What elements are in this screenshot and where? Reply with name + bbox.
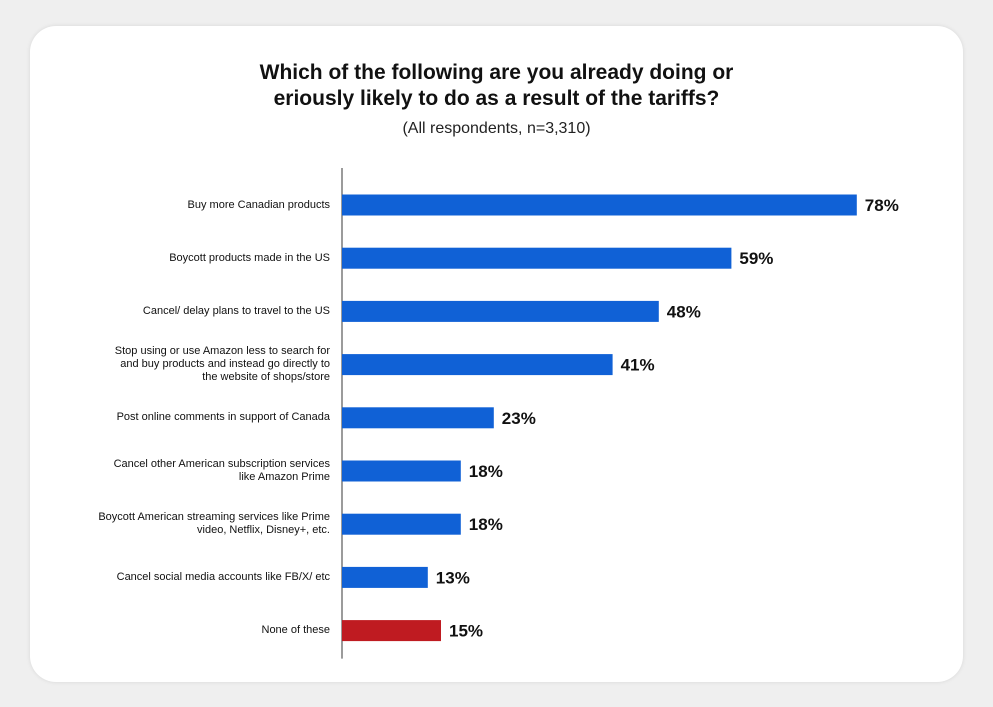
category-label: Boycott products made in the US — [169, 251, 330, 264]
category-label: Boycott American streaming services like… — [98, 511, 330, 537]
bar — [342, 513, 461, 535]
chart-title-line-1: Which of the following are you already d… — [259, 61, 734, 84]
category-label: Post online comments in support of Canad… — [116, 411, 330, 424]
bar-chart: 78% 59% 48% 41% 23% 18% 18% 13% 15% — [341, 168, 899, 659]
bar — [342, 194, 857, 216]
category-label: Stop using or use Amazon less to search … — [114, 345, 330, 384]
chart-title: Which of the following are you already d… — [30, 60, 963, 112]
bar — [342, 300, 659, 322]
value-label: 18% — [469, 515, 503, 534]
bar — [342, 566, 428, 588]
chart-title-line-2: eriously likely to do as a result of the… — [273, 87, 720, 110]
category-label: Cancel social media accounts like FB/X/ … — [116, 570, 330, 583]
value-label: 15% — [449, 622, 483, 641]
bar — [342, 354, 613, 376]
chart-subtitle: (All respondents, n=3,310) — [402, 120, 591, 137]
bar — [342, 407, 494, 429]
value-label: 41% — [621, 356, 655, 375]
value-label: 18% — [469, 462, 503, 481]
category-label: Cancel other American subscription servi… — [113, 458, 330, 483]
value-label: 48% — [667, 302, 701, 321]
bar — [342, 460, 461, 482]
value-label: 13% — [436, 568, 470, 587]
bar — [342, 620, 441, 642]
category-label: Buy more Canadian products — [187, 198, 330, 211]
value-label: 78% — [865, 196, 899, 215]
value-label: 59% — [739, 249, 773, 268]
category-label: None of these — [261, 624, 331, 637]
value-label: 23% — [502, 409, 536, 428]
bar — [342, 247, 732, 269]
chart-card: Which of the following are you already d… — [30, 26, 963, 682]
category-label: Cancel/ delay plans to travel to the US — [142, 304, 330, 317]
